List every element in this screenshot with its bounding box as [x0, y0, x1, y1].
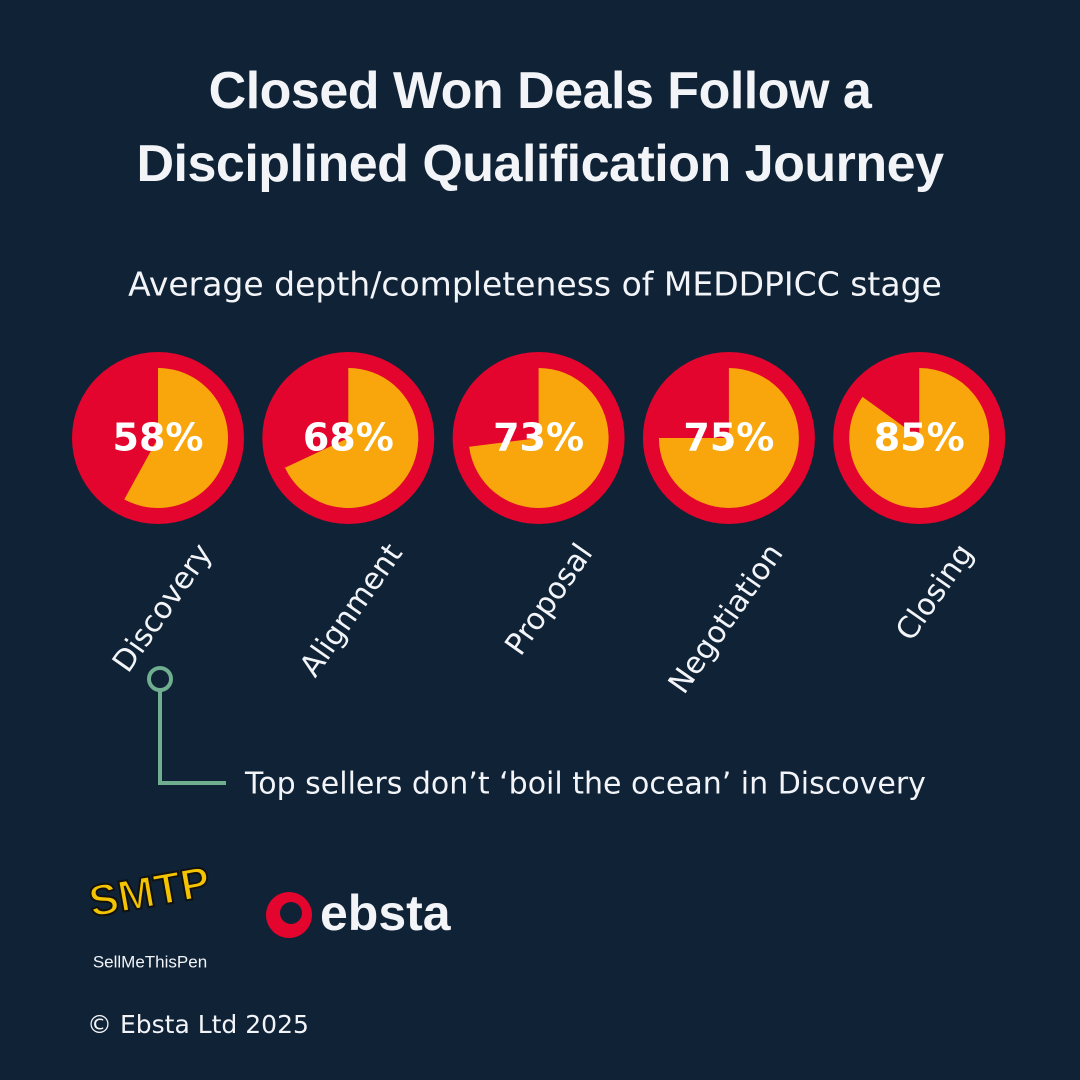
category-label: Closing: [889, 537, 981, 647]
smtp-name: SellMeThisPen: [93, 952, 207, 971]
ebsta-logo: ebsta: [320, 885, 452, 941]
value-label: 58%: [113, 416, 204, 460]
chart-subtitle: Average depth/completeness of MEDDPICC s…: [128, 265, 942, 304]
category-label: Alignment: [293, 537, 410, 683]
pie-slice: [658, 368, 799, 508]
pie-slice: [849, 368, 990, 508]
value-label: 85%: [874, 416, 965, 460]
smtp-logo: SMTP: [84, 856, 215, 927]
smtp-mark: SMTP: [85, 857, 214, 926]
category-label: Discovery: [106, 537, 220, 678]
category-label: Negotiation: [662, 537, 791, 700]
pie-slice: [124, 368, 228, 508]
chart-title: Closed Won Deals Follow a Disciplined Qu…: [136, 62, 945, 193]
category-label: Proposal: [498, 537, 600, 661]
pie-slice: [469, 368, 609, 508]
value-label: 73%: [493, 416, 584, 460]
value-label: 68%: [303, 416, 394, 460]
annotation: Top sellers don’t ‘boil the ocean’ in Di…: [244, 767, 926, 802]
annotation-marker: [147, 666, 173, 692]
value-label: 75%: [683, 416, 774, 460]
footer: © Ebsta Ltd 2025: [87, 1010, 309, 1039]
ebsta-icon-inner: [280, 902, 302, 924]
pie-slice: [284, 368, 419, 509]
annotation-connector: [158, 690, 226, 785]
